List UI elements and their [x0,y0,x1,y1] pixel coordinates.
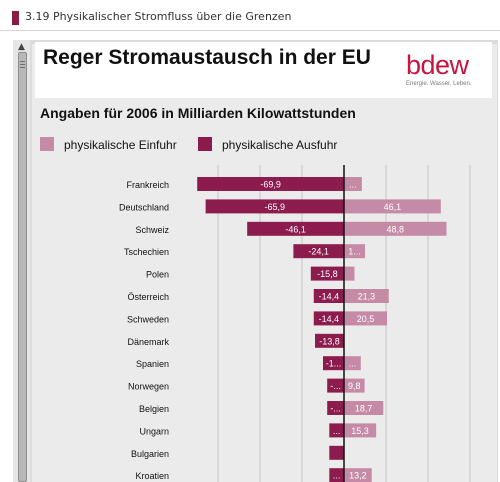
bar-einfuhr [344,378,365,393]
bar-ausfuhr [293,244,344,259]
legend-label-ausfuhr: physikalische Ausfuhr [222,138,338,152]
category-label: Norwegen [128,382,169,392]
category-label: Bulgarien [131,449,169,459]
bar-einfuhr [344,177,362,191]
grip-line [20,67,25,68]
bar-label-einfuhr: 1... [348,247,361,257]
bar-label-einfuhr: 20,5 [357,314,375,324]
section-title: 3.19 Physikalischer Stromfluss über die … [25,10,292,23]
legend-swatch-einfuhr [40,137,54,151]
bar-label-einfuhr: 48,8 [386,224,404,234]
bar-ausfuhr [323,356,344,371]
scroll-up-icon[interactable]: ▲ [18,42,25,52]
bar-label-ausfuhr: -13,8 [319,336,340,346]
bar-ausfuhr [310,266,344,281]
category-label: Belgien [139,404,169,414]
category-label: Spanien [136,359,169,369]
bar-ausfuhr [329,445,344,460]
chart-panel [32,44,497,482]
section-marker [12,11,19,25]
category-label: Österreich [127,292,169,302]
bar-label-einfuhr: 15,3 [351,426,369,436]
bar-einfuhr [344,468,372,482]
bar-einfuhr [344,356,361,371]
category-label: Kroatien [135,471,169,481]
legend-label-einfuhr: physikalische Einfuhr [64,138,177,152]
bar-ausfuhr [315,333,344,348]
bar-label-einfuhr: ... [349,359,357,369]
bar-label-einfuhr: 9,8 [348,381,361,391]
bar-label-einfuhr: ... [349,180,357,190]
category-label: Schweden [127,314,169,324]
bar-label-ausfuhr: -1... [326,359,342,369]
bar-einfuhr [344,401,384,415]
section-header: 3.19 Physikalischer Stromfluss über die … [0,0,500,31]
bar-einfuhr [344,266,355,281]
bar-einfuhr [344,311,388,326]
vertical-scrollbar[interactable]: ▲ [13,40,30,482]
bar-ausfuhr [313,311,344,326]
category-label: Ungarn [139,426,169,436]
category-label: Polen [146,270,169,280]
bar-ausfuhr [313,289,344,303]
bar-ausfuhr [329,468,344,482]
category-label: Dänemark [127,337,169,347]
bar-label-ausfuhr: -14,4 [319,292,340,302]
bar-einfuhr [344,244,365,259]
bar-label-einfuhr: 13,2 [349,471,367,481]
chart-headline: Reger Stromaustausch in der EU [43,46,371,69]
bar-label-ausfuhr: -15,8 [317,269,338,279]
category-label: Schweiz [135,225,169,235]
bar-label-ausfuhr: -24,1 [308,247,329,257]
bar-ausfuhr [327,378,344,393]
bar-label-ausfuhr: -69,9 [260,180,281,190]
logo-wordmark: bdew [406,50,469,80]
bar-ausfuhr [197,177,344,191]
logo-tagline: Energie. Wasser. Leben. [406,81,472,87]
category-label: Deutschland [119,202,169,212]
bar-label-ausfuhr: ... [333,426,341,436]
bar-label-einfuhr: 46,1 [384,202,402,212]
bar-label-ausfuhr: -... [330,381,341,391]
bar-einfuhr [344,423,377,438]
bar-label-ausfuhr: -46,1 [285,224,306,234]
bar-label-ausfuhr: -... [330,404,341,414]
bar-label-ausfuhr: -65,9 [265,202,286,212]
bdew-logo: bdew Energie. Wasser. Leben. [406,50,486,92]
bar-label-ausfuhr: -14,4 [319,314,340,324]
category-label: Frankreich [126,180,169,190]
bar-ausfuhr [205,199,344,214]
bar-ausfuhr [327,401,344,415]
chart-banner: Reger Stromaustausch in der EU [35,42,492,98]
header-divider [0,30,500,31]
bar-label-einfuhr: 18,7 [355,404,373,414]
category-label: Tschechien [124,247,169,257]
grip-line [20,61,25,62]
bar-label-ausfuhr: ... [333,471,341,481]
bar-einfuhr [344,289,389,303]
chart-subtitle: Angaben für 2006 in Milliarden Kilowatts… [40,105,356,121]
bar-einfuhr [344,199,441,214]
bar-ausfuhr [329,423,344,438]
bar-ausfuhr [247,221,344,236]
grip-line [20,64,25,65]
legend-swatch-ausfuhr [198,137,212,151]
bar-einfuhr [344,221,447,236]
bar-label-einfuhr: 21,3 [358,292,376,302]
